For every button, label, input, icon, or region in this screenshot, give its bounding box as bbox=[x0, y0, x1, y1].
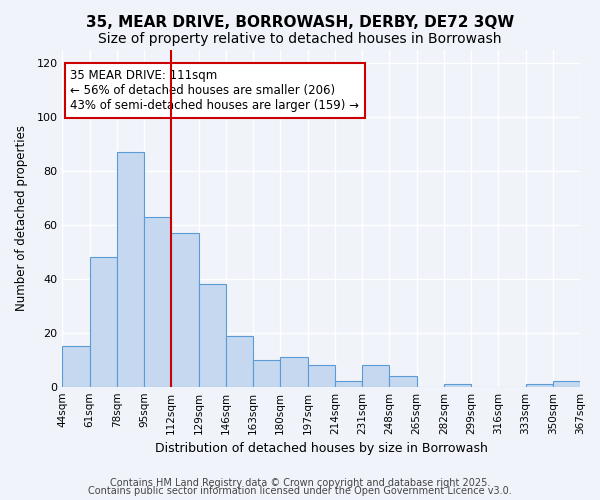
Bar bbox=[144, 217, 172, 386]
Text: 35, MEAR DRIVE, BORROWASH, DERBY, DE72 3QW: 35, MEAR DRIVE, BORROWASH, DERBY, DE72 3… bbox=[86, 15, 514, 30]
Bar bbox=[62, 346, 89, 387]
Bar bbox=[362, 365, 389, 386]
Bar bbox=[308, 365, 335, 386]
Bar bbox=[117, 152, 144, 386]
X-axis label: Distribution of detached houses by size in Borrowash: Distribution of detached houses by size … bbox=[155, 442, 488, 455]
Bar bbox=[199, 284, 226, 386]
Bar bbox=[172, 233, 199, 386]
Text: Size of property relative to detached houses in Borrowash: Size of property relative to detached ho… bbox=[98, 32, 502, 46]
Bar bbox=[444, 384, 471, 386]
Bar bbox=[253, 360, 280, 386]
Bar bbox=[553, 382, 580, 386]
Bar bbox=[226, 336, 253, 386]
Bar bbox=[89, 258, 117, 386]
Text: Contains HM Land Registry data © Crown copyright and database right 2025.: Contains HM Land Registry data © Crown c… bbox=[110, 478, 490, 488]
Bar bbox=[280, 357, 308, 386]
Bar bbox=[526, 384, 553, 386]
Y-axis label: Number of detached properties: Number of detached properties bbox=[15, 126, 28, 312]
Text: Contains public sector information licensed under the Open Government Licence v3: Contains public sector information licen… bbox=[88, 486, 512, 496]
Text: 35 MEAR DRIVE: 111sqm
← 56% of detached houses are smaller (206)
43% of semi-det: 35 MEAR DRIVE: 111sqm ← 56% of detached … bbox=[70, 69, 359, 112]
Bar bbox=[335, 382, 362, 386]
Bar bbox=[389, 376, 416, 386]
